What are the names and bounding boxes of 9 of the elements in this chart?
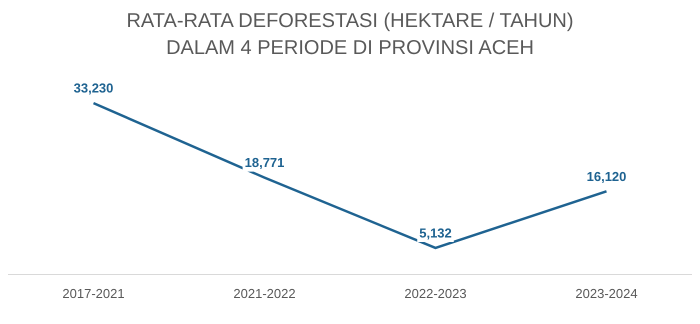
chart-title: RATA-RATA DEFORESTASI (HEKTARE / TAHUN) DALAM 4 PERIODE DI PROVINSI ACEH (125, 9, 575, 61)
x-tick-label: 2021-2022 (233, 286, 296, 301)
x-tick-label: 2022-2023 (404, 286, 467, 301)
data-label: 5,132 (419, 226, 452, 241)
data-label: 16,120 (586, 168, 626, 184)
x-tick-label: 2023-2024 (575, 286, 638, 301)
data-label: 18,771 (244, 155, 284, 170)
data-label: 33,230 (74, 80, 114, 96)
x-tick-label: 2017-2021 (62, 286, 125, 301)
